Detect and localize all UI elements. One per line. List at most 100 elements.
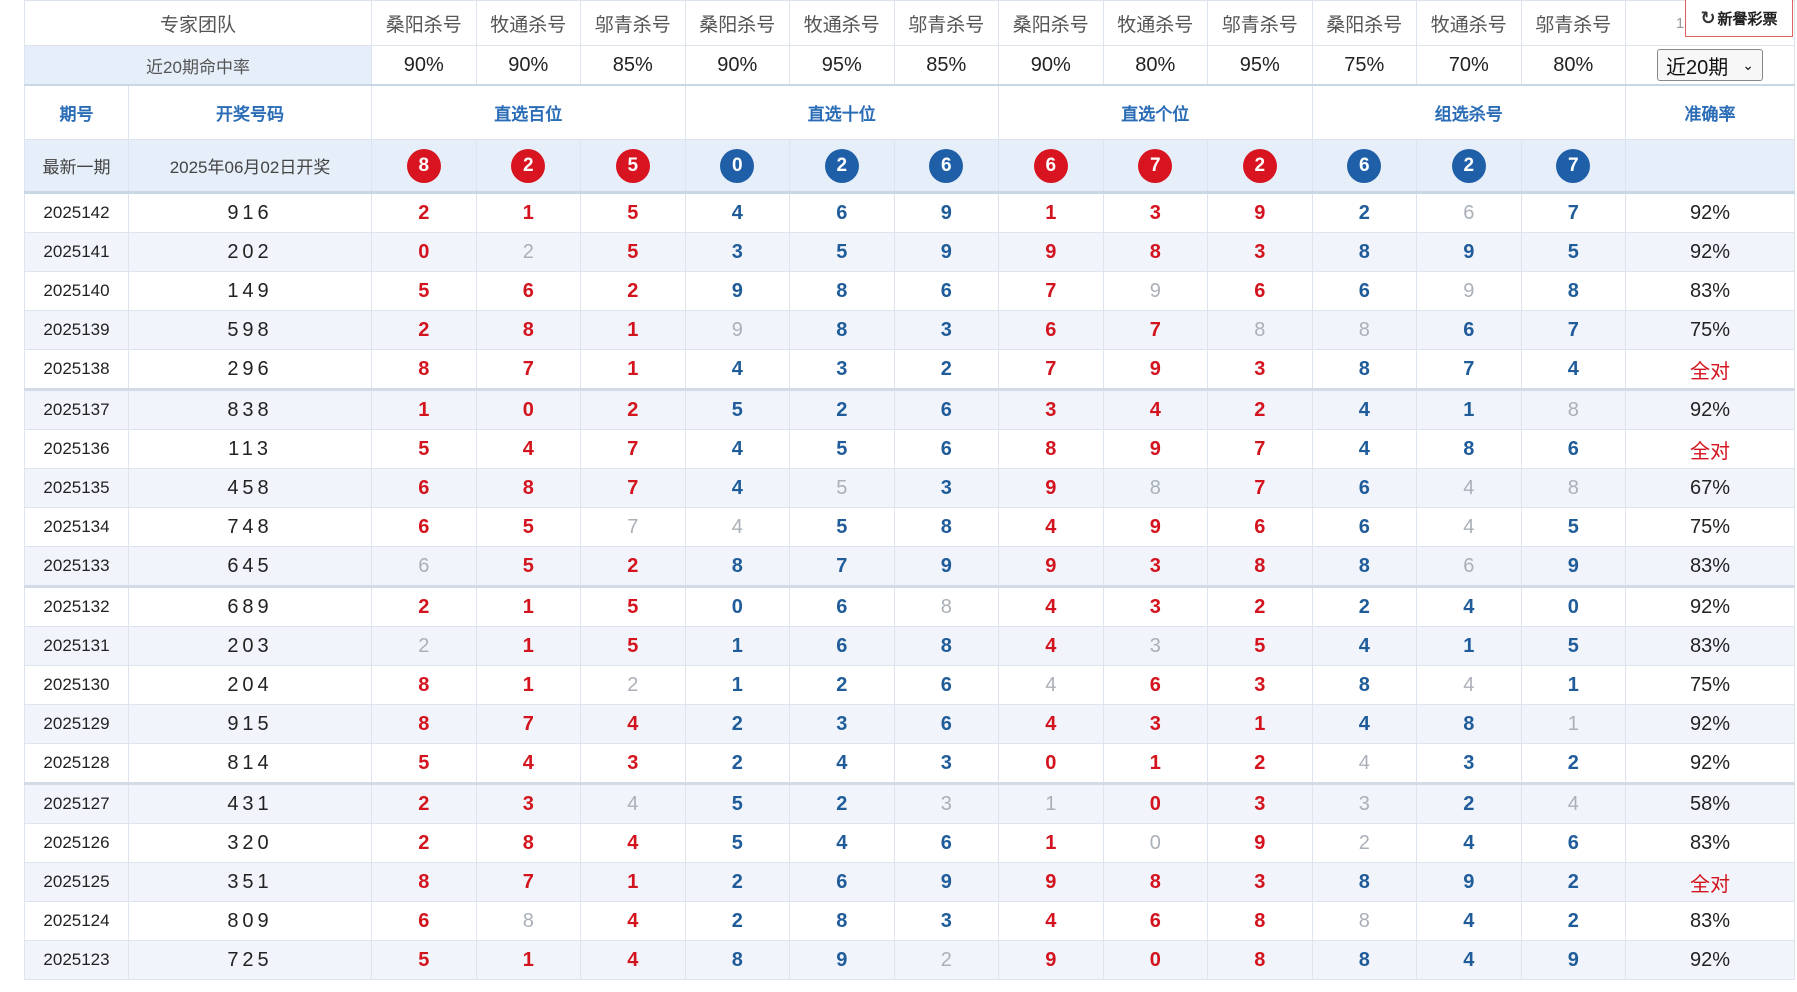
- kill-number-cell: 2: [580, 271, 686, 311]
- column-header-group: 组选杀号: [1311, 84, 1627, 140]
- kill-number-cell: 6: [893, 665, 1000, 705]
- kill-number-cell: 8: [371, 349, 477, 390]
- draw-number-cell: 204: [127, 665, 373, 705]
- table-row: 2025131 203 2 1 5 1 6 8 4 3 5 4 1 5 83%: [24, 626, 1796, 666]
- kill-number-cell: 1: [998, 823, 1104, 863]
- kill-number-cell: 4: [789, 743, 895, 784]
- kill-number-cell: 4: [684, 349, 791, 390]
- draw-number-cell: 458: [127, 468, 373, 508]
- kill-number-cell: 3: [893, 743, 1000, 784]
- kill-number-cell: 8: [893, 507, 1000, 547]
- kill-number-cell: 8: [1207, 940, 1313, 980]
- hit-rate-value: 80%: [1520, 45, 1627, 86]
- kill-number-cell: 5: [1520, 232, 1627, 272]
- period-range-select-value: 近20期: [1666, 56, 1729, 79]
- table-row: 2025137 838 1 0 2 5 2 6 3 4 2 4 1 8 92%: [24, 388, 1796, 430]
- kill-number-cell: 2: [1520, 862, 1627, 902]
- kill-number-cell: 6: [1311, 271, 1418, 311]
- kill-number-cell: 4: [1520, 349, 1627, 390]
- kill-number-cell: 3: [1102, 704, 1209, 744]
- latest-ball-cell: 0: [684, 139, 791, 194]
- number-ball: 2: [511, 148, 546, 183]
- kill-number-cell: 4: [1311, 429, 1418, 469]
- hit-rate-value: 90%: [998, 45, 1104, 86]
- accuracy-cell: 92%: [1625, 743, 1796, 784]
- kill-number-cell: 2: [371, 823, 477, 863]
- kill-number-cell: 8: [789, 901, 895, 941]
- period-range-select[interactable]: 近20期 ⌄: [1657, 49, 1764, 81]
- kill-number-cell: 8: [998, 429, 1104, 469]
- kill-number-cell: 3: [580, 743, 686, 784]
- kill-number-cell: 3: [1102, 192, 1209, 233]
- kill-number-cell: 8: [1311, 862, 1418, 902]
- kill-number-cell: 8: [371, 704, 477, 744]
- draw-number-cell: 916: [127, 192, 373, 233]
- kill-number-cell: 6: [371, 546, 477, 587]
- kill-number-cell: 2: [1311, 585, 1418, 627]
- kill-number-cell: 2: [893, 940, 1000, 980]
- kill-number-cell: 3: [893, 901, 1000, 941]
- kill-number-cell: 9: [998, 468, 1104, 508]
- kill-number-cell: 5: [580, 232, 686, 272]
- latest-ball-cell: 6: [893, 139, 1000, 194]
- kill-number-cell: 2: [371, 782, 477, 824]
- period-cell: 2025142: [24, 192, 129, 233]
- draw-number-cell: 915: [127, 704, 373, 744]
- kill-number-cell: 5: [1207, 626, 1313, 666]
- kill-number-cell: 2: [1520, 901, 1627, 941]
- kill-number-cell: 6: [893, 429, 1000, 469]
- kill-number-cell: 2: [684, 862, 791, 902]
- kill-number-cell: 7: [1207, 429, 1313, 469]
- brand-logo: ↻ 新譽彩票: [1685, 0, 1793, 37]
- kill-number-cell: 8: [1416, 704, 1522, 744]
- period-select-cell: 近20期 ⌄: [1625, 45, 1796, 86]
- kill-number-cell: 7: [1520, 192, 1627, 233]
- kill-number-cell: 6: [475, 271, 582, 311]
- kill-number-cell: 6: [371, 468, 477, 508]
- kill-number-cell: 9: [998, 940, 1104, 980]
- period-cell: 2025136: [24, 429, 129, 469]
- table-row: 2025134 748 6 5 7 4 5 8 4 9 6 6 4 5 75%: [24, 507, 1796, 547]
- table-row: 2025132 689 2 1 5 0 6 8 4 3 2 2 4 0 92%: [24, 585, 1796, 627]
- table-row: 2025142 916 2 1 5 4 6 9 1 3 9 2 6 7 92%: [24, 192, 1796, 233]
- accuracy-cell: 75%: [1625, 310, 1796, 350]
- number-ball: 6: [1347, 148, 1382, 183]
- kill-number-cell: 3: [1207, 349, 1313, 390]
- kill-number-cell: 4: [1311, 743, 1418, 784]
- kill-number-cell: 4: [1520, 782, 1627, 824]
- kill-number-cell: 8: [1311, 901, 1418, 941]
- latest-date: 2025年06月02日开奖: [127, 139, 373, 194]
- kill-number-cell: 7: [475, 349, 582, 390]
- kill-number-cell: 4: [998, 704, 1104, 744]
- kill-number-cell: 2: [371, 626, 477, 666]
- table-row: 2025135 458 6 8 7 4 5 3 9 8 7 6 4 8 67%: [24, 468, 1796, 508]
- kill-number-cell: 5: [1520, 507, 1627, 547]
- column-header-group: 直选十位: [684, 84, 1000, 140]
- expert-name: 邬青杀号: [1520, 0, 1627, 46]
- kill-number-cell: 1: [1207, 704, 1313, 744]
- kill-number-cell: 5: [475, 546, 582, 587]
- accuracy-cell: 75%: [1625, 507, 1796, 547]
- kill-number-cell: 1: [580, 310, 686, 350]
- number-ball: 2: [1451, 148, 1486, 183]
- kill-number-cell: 4: [580, 901, 686, 941]
- number-ball: 0: [720, 148, 755, 183]
- kill-number-cell: 7: [1207, 468, 1313, 508]
- kill-number-cell: 7: [475, 704, 582, 744]
- kill-number-cell: 9: [893, 862, 1000, 902]
- latest-ball-cell: 2: [789, 139, 895, 194]
- kill-number-cell: 2: [371, 585, 477, 627]
- kill-number-cell: 9: [1520, 940, 1627, 980]
- kill-number-cell: 6: [1207, 271, 1313, 311]
- kill-number-cell: 8: [371, 862, 477, 902]
- draw-number-cell: 296: [127, 349, 373, 390]
- column-header-group: 直选个位: [998, 84, 1313, 140]
- kill-number-cell: 6: [789, 626, 895, 666]
- kill-number-cell: 2: [1207, 743, 1313, 784]
- kill-number-cell: 2: [1207, 585, 1313, 627]
- hit-rate-value: 90%: [684, 45, 791, 86]
- kill-number-cell: 8: [1416, 429, 1522, 469]
- kill-number-cell: 8: [1311, 349, 1418, 390]
- kill-number-cell: 8: [1311, 940, 1418, 980]
- kill-number-cell: 6: [998, 310, 1104, 350]
